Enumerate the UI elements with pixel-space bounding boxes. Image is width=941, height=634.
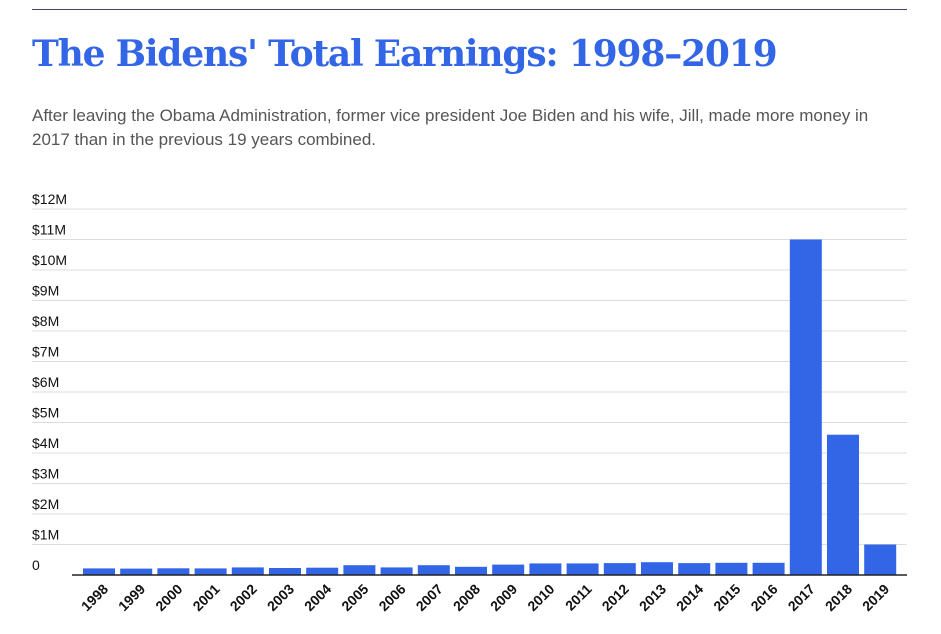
bar-2006 (380, 567, 413, 575)
x-axis-tick-labels: 1998 1999 2000 2001 2002 2003 2004 2005 2006 2007… (78, 581, 893, 614)
chart-title: The Bidens' Total Earnings: 1998–2019 (32, 33, 778, 75)
bar-2014 (678, 563, 711, 575)
bar-2017 (789, 239, 822, 575)
top-divider (32, 9, 907, 10)
bar-2015 (715, 562, 748, 575)
x-tick-label-2003: 2003 (264, 581, 297, 614)
y-tick-label: 0 (32, 557, 40, 573)
x-tick-label-2007: 2007 (413, 581, 446, 614)
x-tick-label-2019: 2019 (859, 581, 892, 614)
x-tick-label-2010: 2010 (524, 581, 557, 614)
x-tick-label-2008: 2008 (450, 581, 483, 614)
y-tick-label: $9M (32, 283, 59, 299)
y-tick-label: $6M (32, 374, 59, 390)
x-tick-label-2015: 2015 (710, 581, 743, 614)
y-tick-label: $12M (32, 191, 67, 207)
y-tick-label: $7M (32, 344, 59, 360)
bar-2009 (492, 564, 525, 575)
y-tick-label: $10M (32, 252, 67, 268)
y-tick-label: $1M (32, 527, 59, 543)
y-tick-label: $5M (32, 405, 59, 421)
x-tick-label-2014: 2014 (673, 581, 706, 614)
y-tick-label: $11M (32, 222, 66, 238)
bar-2004 (306, 567, 339, 575)
bar-2010 (529, 563, 562, 575)
x-tick-label-2017: 2017 (785, 581, 818, 614)
bar-2002 (231, 567, 264, 575)
x-tick-label-2001: 2001 (189, 581, 222, 614)
x-tick-label-2005: 2005 (338, 581, 371, 614)
bar-1999 (120, 568, 153, 575)
x-tick-label-2009: 2009 (487, 581, 520, 614)
bar-2018 (827, 434, 859, 575)
x-tick-label-1999: 1999 (115, 581, 148, 614)
bar-2008 (455, 566, 487, 575)
x-tick-label-2012: 2012 (599, 581, 632, 614)
bar-1998 (83, 568, 115, 575)
x-tick-label-2018: 2018 (822, 581, 855, 614)
bar-2003 (269, 568, 301, 575)
bars (83, 239, 897, 575)
x-tick-label-2006: 2006 (375, 581, 408, 614)
bar-2012 (603, 563, 636, 575)
y-tick-label: $4M (32, 435, 59, 451)
x-tick-label-1998: 1998 (78, 581, 111, 614)
y-tick-label: $2M (32, 496, 59, 512)
bar-2011 (566, 563, 599, 575)
y-axis-tick-labels: 0 $1M $2M $3M $4M $5M $6M $7M $8M $9M $10M $11M $12M (32, 191, 67, 573)
chart-subtitle: After leaving the Obama Administration, … (32, 106, 869, 149)
bar-2019 (864, 544, 897, 575)
x-tick-label-2011: 2011 (562, 581, 595, 614)
bar-2005 (343, 565, 376, 575)
x-tick-label-2013: 2013 (636, 581, 669, 614)
y-tick-label: $3M (32, 466, 59, 482)
y-tick-label: $8M (32, 313, 59, 329)
x-tick-label-2000: 2000 (152, 581, 185, 614)
bar-2000 (157, 568, 190, 575)
x-tick-label-2016: 2016 (747, 581, 780, 614)
x-tick-label-2004: 2004 (301, 581, 334, 614)
bar-2001 (194, 568, 227, 575)
x-tick-label-2002: 2002 (227, 581, 260, 614)
bar-2013 (641, 562, 673, 575)
bar-2016 (752, 562, 785, 575)
gridlines (32, 208, 907, 545)
bar-2007 (417, 565, 450, 575)
